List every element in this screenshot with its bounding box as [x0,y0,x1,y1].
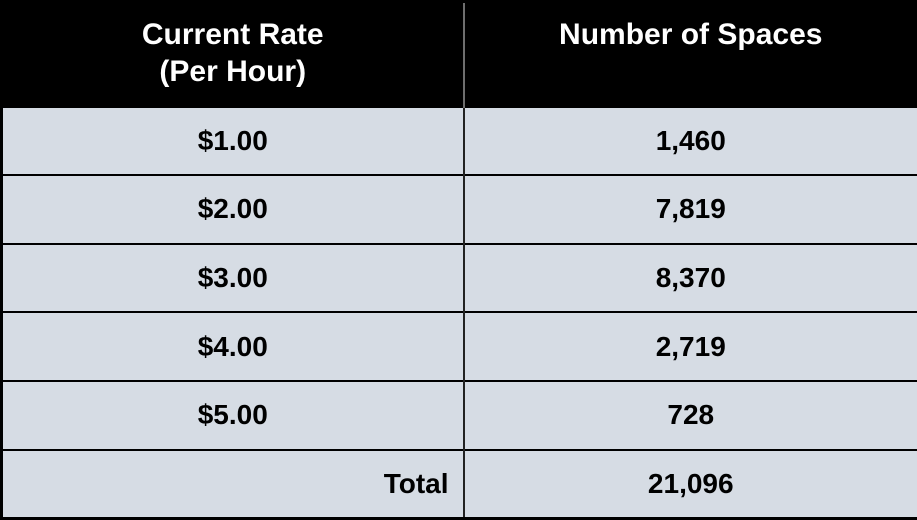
table-row: $1.00 1,460 [1,105,917,176]
table-header-row: Current Rate (Per Hour) Number of Spaces [1,1,917,107]
table-row: $3.00 8,370 [1,242,917,313]
rate-cell: $3.00 [1,242,464,313]
header-rate-line2: (Per Hour) [159,55,307,88]
spaces-cell: 1,460 [462,105,917,176]
header-current-rate: Current Rate (Per Hour) [1,1,464,107]
header-number-of-spaces: Number of Spaces [462,1,917,107]
total-row: Total 21,096 [1,448,917,519]
table-row: $2.00 7,819 [1,174,917,244]
rate-cell: $1.00 [1,105,464,176]
spaces-cell: 8,370 [462,242,917,313]
total-label-cell: Total [1,448,464,519]
spaces-cell: 2,719 [462,311,917,382]
table-row: $5.00 728 [1,380,917,450]
rate-cell: $2.00 [1,174,464,244]
spaces-cell: 728 [462,380,917,450]
table-row: $4.00 2,719 [1,311,917,382]
spaces-cell: 7,819 [462,174,917,244]
rate-cell: $4.00 [1,311,464,382]
rate-cell: $5.00 [1,380,464,450]
total-value-cell: 21,096 [462,448,917,519]
header-rate-line1: Current Rate [141,18,324,51]
